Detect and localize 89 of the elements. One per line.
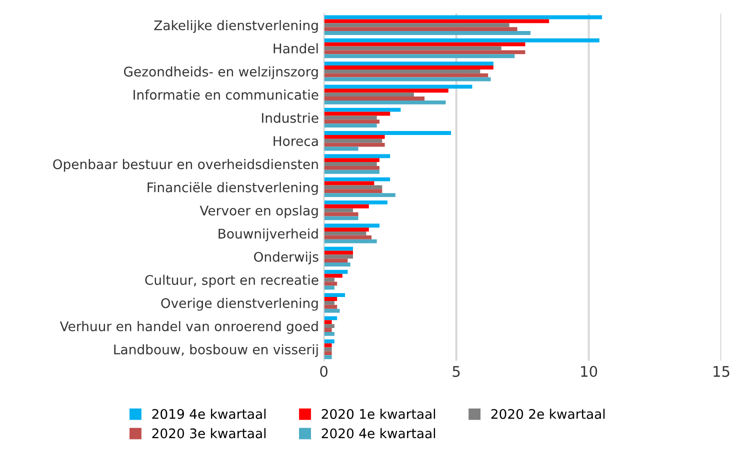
bar (324, 320, 332, 324)
bar (324, 120, 380, 124)
legend-label: 2020 4e kwartaal (322, 428, 436, 438)
bar (324, 170, 380, 174)
bar (324, 31, 531, 35)
bar (324, 108, 401, 112)
y-tick-label: Industrie (262, 112, 318, 123)
bar (324, 343, 332, 348)
bar (324, 19, 550, 24)
bar (324, 189, 382, 194)
bar (324, 316, 338, 320)
bar (324, 286, 334, 290)
bar (324, 332, 334, 336)
y-tick-label: Cultuur, sport en recreatie (145, 274, 318, 288)
bar (324, 297, 338, 301)
bar (324, 200, 388, 204)
x-tick-label: 5 (452, 366, 460, 377)
bar (324, 27, 518, 32)
bar (324, 193, 396, 198)
bar (324, 154, 390, 158)
bar (324, 116, 377, 120)
y-tick-label: Zakelijke dienstverlening (154, 20, 318, 33)
legend-label: 2019 4e kwartaal (152, 408, 266, 419)
bar (324, 42, 526, 46)
y-tick-label: Landbouw, bosbouw en visserij (114, 344, 318, 357)
y-tick-label: Gezondheids- en welzijnszorg (124, 66, 318, 80)
bar (324, 351, 332, 356)
bar (324, 185, 382, 190)
x-tick-label: 10 (581, 366, 598, 377)
x-tick-label: 15 (714, 366, 730, 377)
legend-label: 2020 1e kwartaal (322, 408, 436, 419)
bar (324, 208, 353, 212)
bar (324, 166, 380, 170)
bar (324, 204, 369, 208)
bar (324, 250, 353, 255)
bar (324, 293, 346, 298)
bar (324, 162, 377, 166)
legend-label: 2020 3e kwartaal (152, 428, 266, 438)
bar (324, 308, 340, 313)
bar (324, 62, 494, 66)
bar (324, 73, 488, 78)
bar (324, 131, 452, 135)
bar (324, 300, 334, 305)
bar (324, 239, 377, 244)
bar (324, 158, 380, 162)
x-tick-label: 0 (320, 366, 328, 377)
y-tick-label: Financiële dienstverlening (148, 182, 318, 195)
bar (324, 228, 369, 232)
bar (324, 254, 353, 259)
bar (324, 355, 332, 360)
bar (324, 66, 494, 70)
y-tick-label: Handel (274, 43, 318, 54)
bar (324, 324, 334, 328)
bar (324, 88, 448, 93)
y-tick-label: Openbaar bestuur en overheidsdiensten (53, 159, 318, 172)
y-tick-label: Overige dienstverlening (161, 298, 318, 311)
bar (324, 328, 332, 332)
bar (324, 50, 526, 54)
bar (324, 274, 342, 278)
bar (324, 262, 350, 266)
bar (324, 84, 472, 89)
y-tick-label: Onderwijs (254, 252, 318, 264)
bar (324, 100, 446, 104)
bar (324, 339, 334, 344)
bar (324, 69, 480, 74)
y-tick-label: Informatie en communicatie (134, 90, 318, 100)
y-tick-label: Vervoer en opslag (200, 205, 318, 218)
legend-label: 2020 2e kwartaal (491, 408, 605, 419)
bar (324, 23, 510, 28)
y-tick-label: Horeca (274, 136, 318, 146)
bar (324, 96, 425, 100)
y-tick-label: Bouwnijverheid (218, 228, 318, 242)
bar (324, 304, 338, 309)
bar (324, 92, 414, 97)
bar (324, 138, 382, 143)
bar (324, 216, 358, 220)
bar (324, 258, 348, 263)
bar (324, 38, 600, 42)
bar (324, 270, 348, 274)
bar (324, 282, 338, 286)
bar (324, 232, 366, 236)
y-tick-label: Verhuur en handel van onroerend goed (60, 321, 318, 334)
bar (324, 177, 390, 182)
bar (324, 54, 515, 58)
bar (324, 124, 377, 128)
bar (324, 134, 385, 139)
bar (324, 235, 372, 240)
bar (324, 142, 385, 147)
bar (324, 224, 380, 228)
